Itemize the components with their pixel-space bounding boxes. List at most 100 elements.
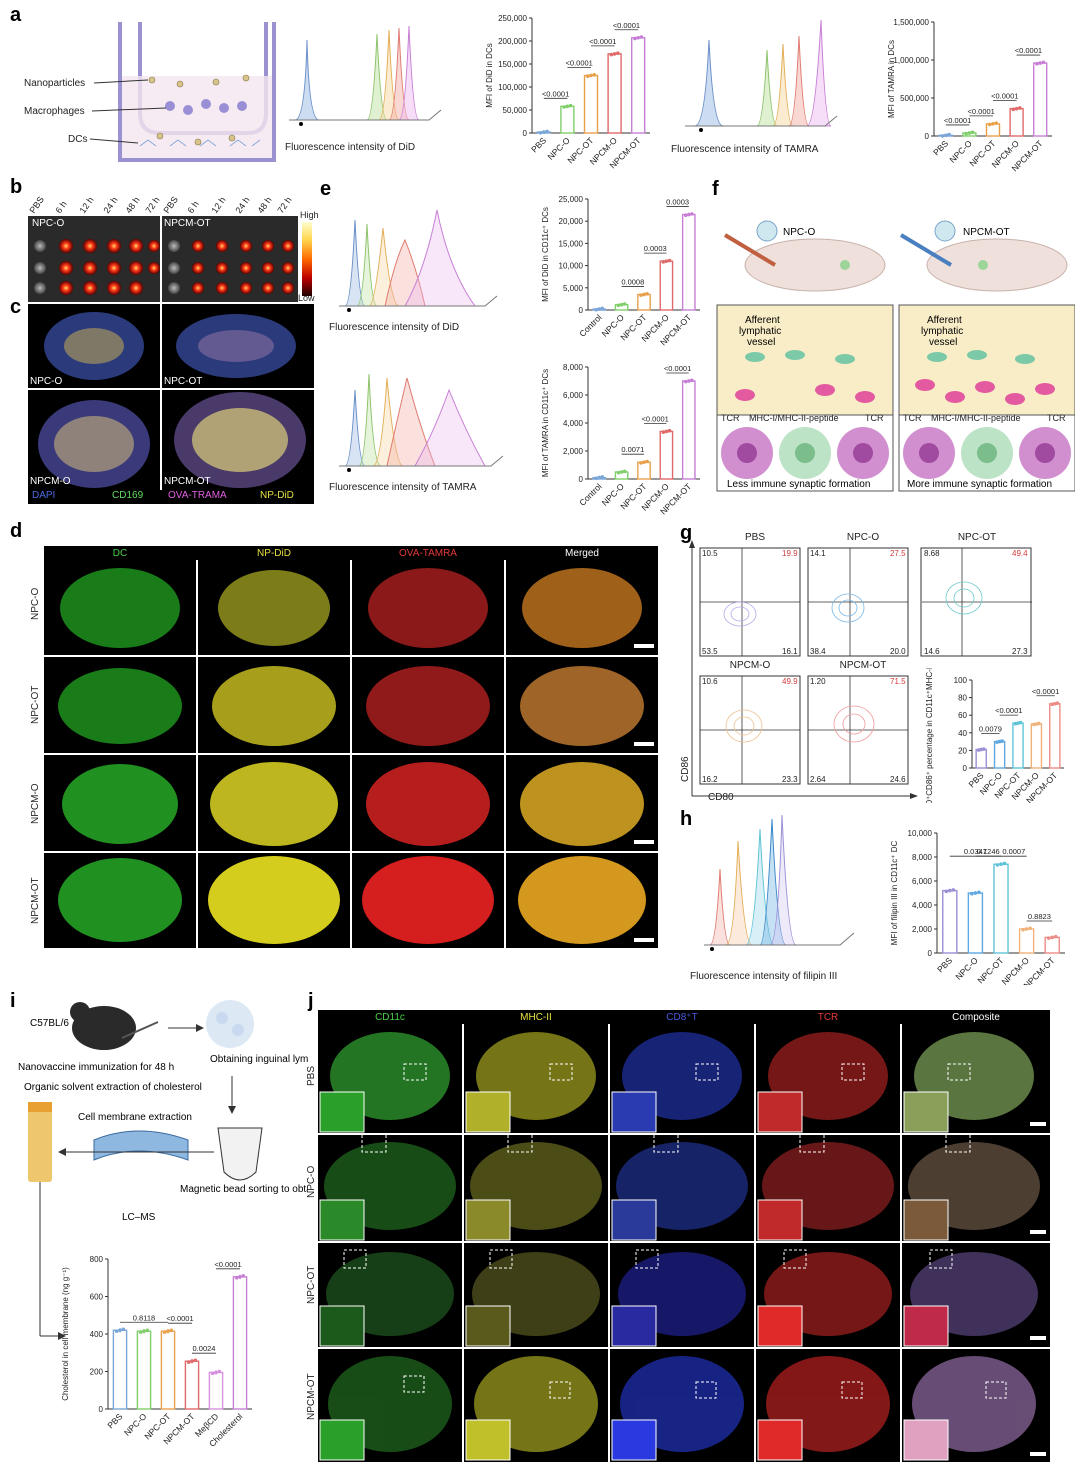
data-point [600,475,605,479]
panel-letter-c: c [10,296,22,318]
y-tick-label: 8,000 [912,853,933,862]
svg-text:NPC-O: NPC-O [783,227,815,238]
y-tick-label: 20,000 [559,217,584,226]
svg-text:71.5: 71.5 [890,677,906,686]
bar [232,1276,248,1410]
j-col-tcr: TCR [817,1012,839,1023]
data-point [1037,721,1041,726]
bar [583,74,599,134]
panel-letter-i: i [10,990,16,1012]
f-schematic: NPC-O NPCM-OT Afferent lymphatic vessel Af… [716,220,1075,492]
transwell-schematic: Nanoparticles Macrophages DCs [24,22,276,162]
svg-text:72 h: 72 h [275,195,293,215]
sig-label: <0.0001 [642,414,669,423]
c-legend-dapi: DAPI [32,490,56,501]
svg-text:49.9: 49.9 [782,677,798,686]
y-tick-label: 0 [928,949,933,958]
data-point [619,470,624,474]
sig-label: <0.0001 [968,107,995,116]
nanoparticles-label: Nanoparticles [24,78,85,89]
data-point [545,129,549,134]
data-point [994,121,999,125]
j-col-composite: Composite [952,1012,1000,1023]
svg-text:NPCM-OT: NPCM-OT [963,227,1010,238]
svg-text:10.5: 10.5 [702,549,718,558]
panel-letter-e: e [320,178,332,200]
g-plot-title-npco: NPC-O [846,532,880,543]
a-tamra-xlabel: Fluorescence intensity of TAMRA [671,144,819,155]
svg-text:TCR: TCR [865,413,884,423]
y-tick-label: 500,000 [900,94,929,103]
data-point [633,36,637,41]
b-timepoint-labels: PBS 6 h 12 h 24 h 48 h 72 h PBS 6 h 12 h… [28,195,294,215]
e-tamra-xlabel: Fluorescence intensity of TAMRA [329,482,477,493]
y-axis-label: MFI of DiD in DCs [485,43,494,107]
svg-text:2.64: 2.64 [810,775,826,784]
y-tick-label: 0 [523,129,528,138]
sig-label: 0.0071 [621,445,644,454]
sig-label: 0.8823 [1028,912,1051,921]
svg-text:24.6: 24.6 [890,775,906,784]
y-tick-label: 10,000 [908,829,933,838]
c-label-4: NPCM-OT [164,476,211,487]
y-tick-label: 600 [90,1293,104,1302]
bar [208,1371,224,1410]
f-left-mouse: NPC-O [723,220,886,292]
y-tick-label: 80 [958,694,967,703]
bar [560,105,575,134]
svg-text:PBS: PBS [161,195,180,215]
j-scale-bar-3 [1030,1336,1046,1340]
data-point [642,460,646,464]
data-point [1018,106,1022,110]
y-tick-label: 0 [925,132,930,141]
bar [659,430,674,480]
bar [1033,62,1048,137]
j-scale-bar-4 [1030,1452,1046,1456]
sig-label: 0.0079 [979,725,1002,734]
d-scale-bar-4 [634,938,654,942]
svg-text:16.1: 16.1 [782,647,798,656]
data-point [114,1329,119,1333]
c-label-1: NPC-O [30,376,63,387]
svg-text:16.2: 16.2 [702,775,718,784]
g-plot-title-npcot: NPC-OT [957,532,997,543]
bar [631,37,646,134]
j-row-npcmot: NPCM-OT [306,1373,317,1420]
c-label-2: NPC-OT [164,376,203,387]
y-axis-label: MFI of TAMRA in DCs [887,40,896,118]
panel-letter-d: d [10,520,23,542]
svg-text:24 h: 24 h [101,195,119,215]
data-point [1053,934,1058,939]
e-did-xlabel: Fluorescence intensity of DiD [329,322,459,333]
bar [136,1330,152,1410]
sig-label: <0.0001 [995,706,1022,715]
svg-text:12 h: 12 h [209,195,227,215]
data-point [991,122,995,126]
data-point [594,307,598,312]
svg-text:TCR: TCR [903,413,922,423]
y-tick-label: 400 [90,1330,104,1339]
sig-label: 0.0347 [964,847,987,856]
data-point [667,258,672,263]
sig-label: <0.0001 [613,21,640,30]
data-point [568,103,573,108]
data-point [592,73,597,77]
y-tick-label: 0 [99,1405,104,1414]
data-point [538,130,543,135]
j-row-pbs: PBS [306,1065,317,1086]
transwell-outer [118,22,276,162]
data-point [145,1328,150,1333]
panel-letter-a: a [10,4,22,26]
data-point [589,73,593,78]
sig-label: <0.0001 [589,37,616,46]
data-point [636,35,640,40]
data-point [210,1371,215,1376]
y-axis-label: MFI of DiD in CD11c⁺ DCs [541,207,550,302]
a-did-histogram: Fluorescence intensity of DiD [285,25,442,153]
bar [607,53,622,134]
c-legend-did: NP-DiD [260,490,294,501]
y-tick-label: 60 [958,711,967,720]
g-bar-chart: 0 20 40 60 80 100 CD80⁺CD86⁺ percentage in CD1… [925,668,1064,803]
svg-text:8.68: 8.68 [924,549,940,558]
i-sorting: Magnetic bead sorting to obtain DCs [180,1184,308,1195]
